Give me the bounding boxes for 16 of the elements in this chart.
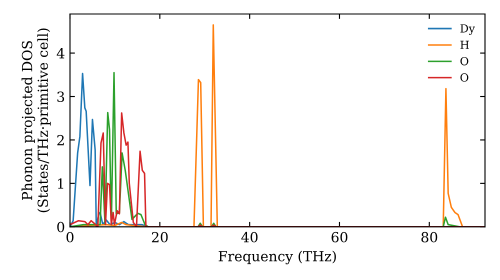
x-tick-label: 40: [241, 232, 258, 242]
x-tick-label: 0: [66, 232, 74, 242]
x-tick-label: 80: [421, 232, 438, 242]
y-tick-label: 0: [57, 222, 64, 232]
y-axis-title: Phonon projected DOS (States/THz·primitive cell): [22, 28, 51, 212]
x-axis-title: Frequency (THz): [218, 250, 336, 264]
x-tick-label: 60: [332, 232, 348, 242]
y-tick-label: 4: [56, 48, 64, 58]
legend-label: O: [460, 73, 468, 82]
x-tick-label: 20: [152, 232, 168, 242]
y-tick-label: 3: [57, 91, 64, 102]
y-tick-label: 2: [57, 134, 64, 146]
y-tick-label: 1: [58, 178, 64, 189]
legend-label: O: [460, 56, 468, 66]
legend-label: Dy: [460, 24, 475, 35]
legend-label: H: [460, 40, 469, 49]
